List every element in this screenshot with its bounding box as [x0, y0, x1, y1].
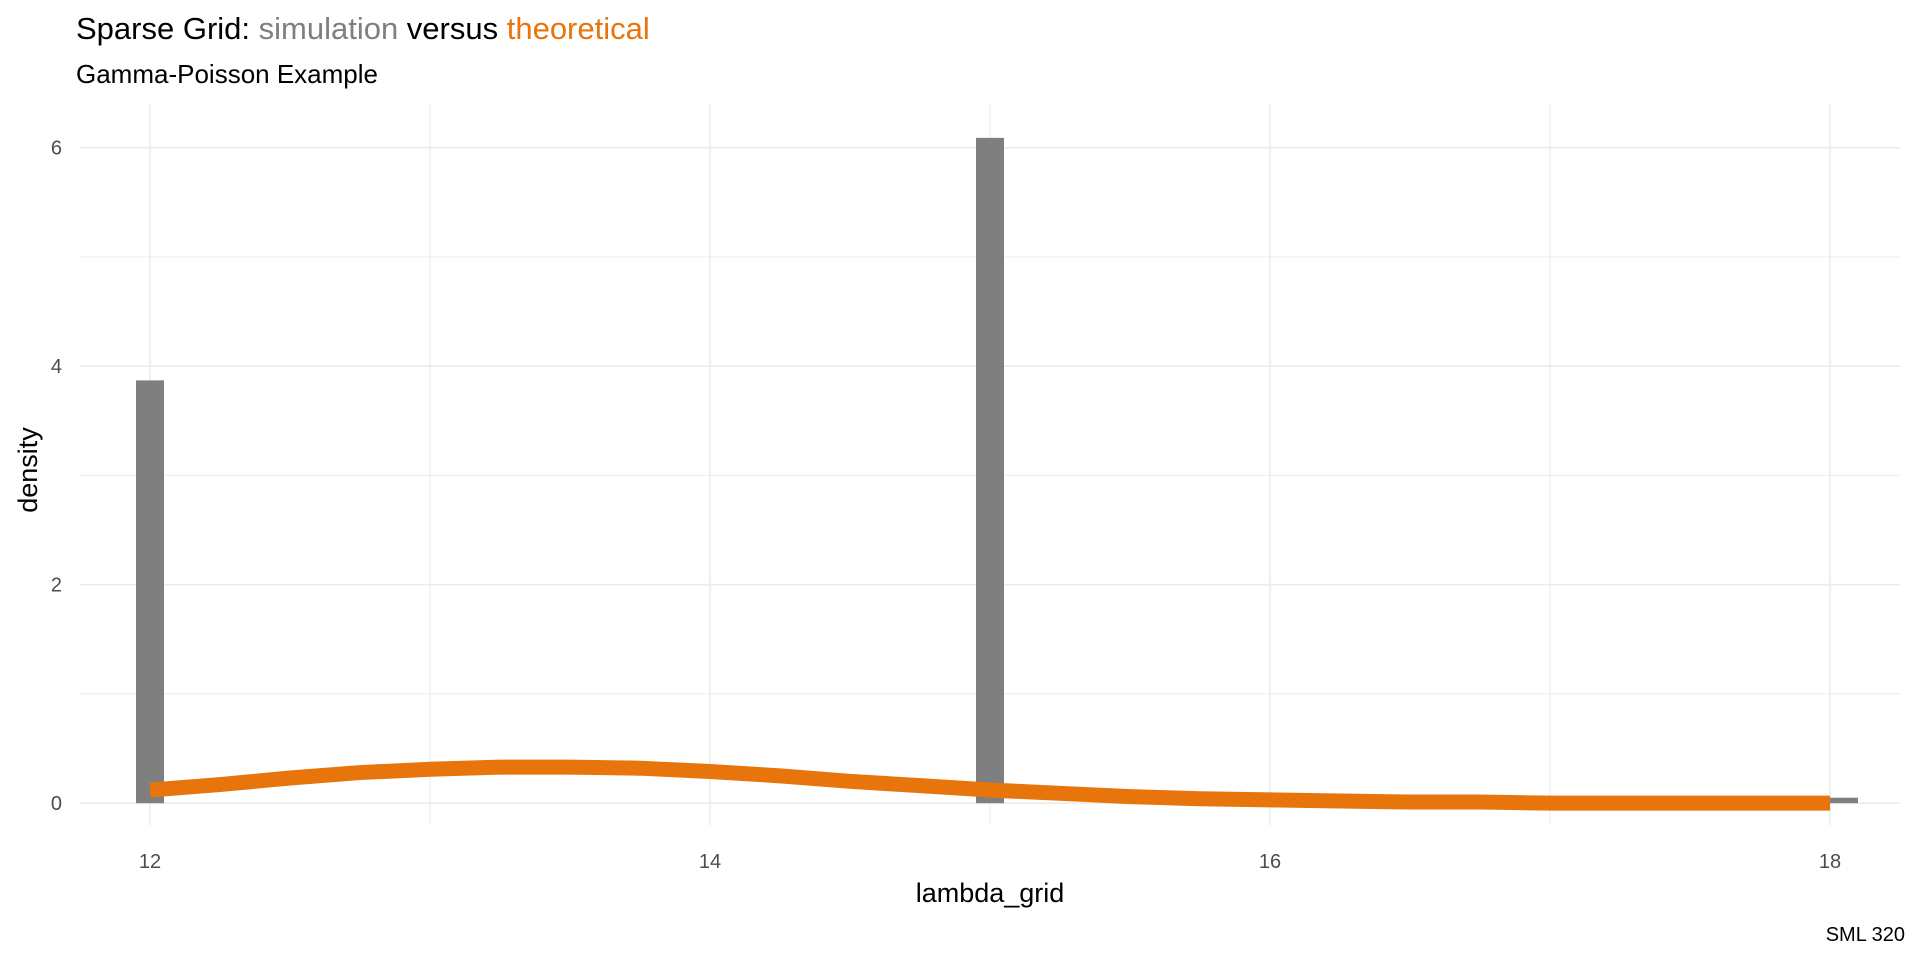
- x-tick-label: 12: [139, 851, 161, 873]
- x-axis-title: lambda_grid: [916, 878, 1065, 908]
- y-tick-label: 4: [51, 356, 62, 378]
- y-axis-title: density: [13, 427, 43, 513]
- title-simulation: simulation: [259, 11, 399, 46]
- x-tick-label: 16: [1259, 851, 1281, 873]
- x-tick-label: 18: [1819, 851, 1841, 873]
- y-tick-label: 2: [51, 575, 62, 597]
- theoretical-line: [149, 759, 1830, 811]
- title-joiner: versus: [398, 11, 507, 46]
- y-tick-label: 0: [51, 793, 62, 815]
- histogram-bar: [976, 137, 1004, 804]
- chart-subtitle: Gamma-Poisson Example: [76, 59, 378, 89]
- x-tick-label: 14: [699, 851, 721, 873]
- caption: SML 320: [1826, 924, 1905, 946]
- title-prefix: Sparse Grid:: [76, 11, 259, 46]
- title-theoretical: theoretical: [507, 11, 650, 46]
- histogram-bar: [136, 380, 164, 804]
- histogram-bar: [1830, 797, 1858, 804]
- chart-title: Sparse Grid: simulation versus theoretic…: [76, 11, 650, 46]
- plot-area: 12 14 16 18 0 2 4 6: [51, 104, 1900, 873]
- y-tick-label: 6: [51, 138, 62, 160]
